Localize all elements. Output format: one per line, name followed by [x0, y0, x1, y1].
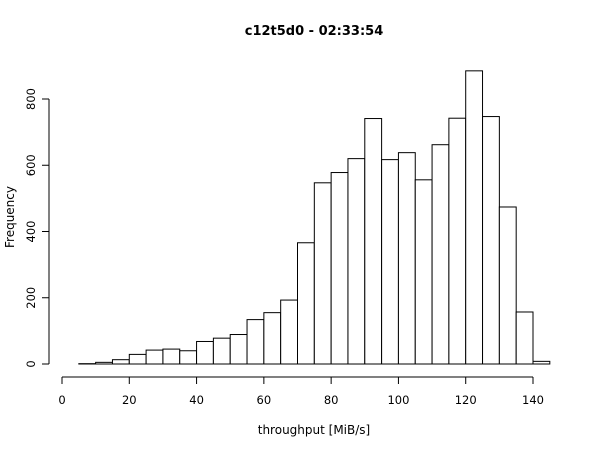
- histogram-bar: [298, 243, 315, 364]
- y-axis-label: Frequency: [3, 186, 17, 248]
- histogram-bar: [348, 159, 365, 364]
- histogram-bar: [197, 341, 214, 364]
- histogram-bar: [281, 300, 298, 364]
- histogram-bar: [96, 362, 113, 364]
- x-tick-label: 40: [189, 393, 204, 407]
- histogram-bar: [432, 145, 449, 364]
- y-tick-label: 200: [24, 287, 38, 309]
- chart-title: c12t5d0 - 02:33:54: [245, 24, 384, 39]
- x-tick-label: 80: [324, 393, 339, 407]
- histogram-bar: [483, 117, 500, 364]
- histogram-bar: [213, 338, 230, 364]
- histogram-bar: [146, 350, 163, 364]
- histogram-bar: [129, 354, 146, 364]
- x-tick-label: 100: [387, 393, 409, 407]
- histogram-bar: [230, 335, 247, 364]
- x-tick-label: 140: [522, 393, 544, 407]
- histogram-bar: [466, 71, 483, 364]
- histogram-bar: [398, 153, 415, 364]
- x-tick-label: 60: [257, 393, 272, 407]
- histogram-bar: [499, 207, 516, 364]
- histogram-bar: [365, 119, 382, 364]
- histogram-bar: [180, 351, 197, 364]
- histogram-bar: [247, 320, 264, 364]
- histogram-bar: [331, 173, 348, 364]
- x-tick-label: 120: [455, 393, 477, 407]
- histogram-bar: [516, 312, 533, 364]
- y-tick-label: 0: [24, 360, 38, 367]
- x-tick-label: 20: [122, 393, 137, 407]
- histogram-bar: [533, 361, 550, 364]
- x-tick-label: 0: [58, 393, 65, 407]
- y-tick-label: 600: [24, 154, 38, 176]
- histogram-bar: [163, 349, 180, 364]
- y-tick-label: 400: [24, 221, 38, 243]
- x-axis-label: throughput [MiB/s]: [258, 423, 370, 437]
- histogram-bar: [449, 118, 466, 364]
- y-tick-label: 800: [24, 88, 38, 110]
- histogram-bar: [314, 183, 331, 364]
- histogram-bar: [415, 180, 432, 364]
- histogram-bar: [382, 160, 399, 364]
- histogram-bar: [264, 313, 281, 364]
- histogram-bar: [112, 360, 129, 364]
